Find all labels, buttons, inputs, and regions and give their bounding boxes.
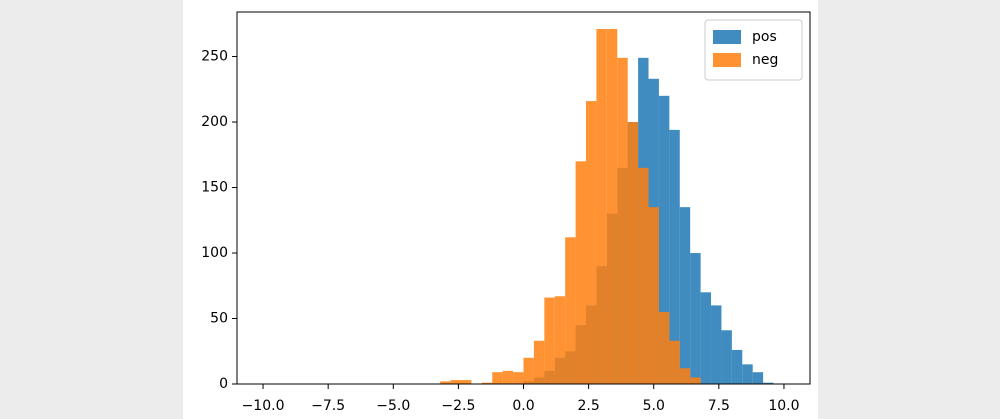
histogram-bar xyxy=(763,382,774,384)
histogram-bar xyxy=(492,372,503,384)
histogram-bar xyxy=(679,368,691,384)
histogram-bar xyxy=(617,57,628,385)
x-tick-label: 5.0 xyxy=(643,398,665,414)
axes-frame xyxy=(236,11,811,385)
histogram-bar xyxy=(658,95,670,384)
histogram-bar xyxy=(648,207,659,384)
histogram-bar xyxy=(544,297,555,384)
histogram-bar xyxy=(690,377,701,384)
histogram-bar xyxy=(533,340,545,384)
histogram-bar xyxy=(596,29,607,385)
y-tick-label: 50 xyxy=(210,311,228,327)
histogram-bar xyxy=(627,122,639,384)
histogram-bar xyxy=(669,340,680,384)
histogram-bar xyxy=(742,364,753,384)
histogram-bar xyxy=(721,330,732,384)
y-tick-label: 0 xyxy=(219,376,228,392)
legend-label: pos xyxy=(752,29,777,45)
histogram-bar xyxy=(523,357,534,384)
histogram-bar xyxy=(700,292,712,384)
x-tick-label: −2.5 xyxy=(441,398,475,414)
legend-swatch xyxy=(713,30,741,44)
histogram-bar xyxy=(669,129,680,384)
x-tick-label: 7.5 xyxy=(708,398,730,414)
histogram-bar xyxy=(565,237,576,384)
x-tick-label: −10.0 xyxy=(242,398,285,414)
histogram-bar xyxy=(679,207,691,384)
y-tick-label: 150 xyxy=(201,180,228,196)
histogram-bar xyxy=(586,101,597,384)
histogram-bar xyxy=(711,305,722,384)
y-tick-label: 200 xyxy=(201,114,228,130)
histogram-bar xyxy=(502,370,514,384)
y-tick-label: 250 xyxy=(201,49,228,65)
histogram-bar xyxy=(638,167,649,384)
x-tick-label: −7.5 xyxy=(311,398,345,414)
x-tick-label: 10.0 xyxy=(768,398,799,414)
legend-swatch xyxy=(713,53,741,67)
x-tick-label: 2.5 xyxy=(577,398,599,414)
histogram-bar xyxy=(440,381,451,384)
histogram-bar xyxy=(575,161,587,384)
histogram-bar xyxy=(513,372,524,384)
histogram-bar xyxy=(690,253,701,384)
y-tick-label: 100 xyxy=(201,245,228,261)
histogram-bar xyxy=(606,29,618,385)
histogram-bar xyxy=(460,380,472,384)
histogram-bar xyxy=(481,382,493,384)
histogram-bar xyxy=(450,380,461,384)
histogram-bar xyxy=(554,296,566,384)
histogram-bar xyxy=(752,372,764,384)
legend-label: neg xyxy=(752,52,778,68)
histogram-bar xyxy=(658,311,670,384)
histogram-bar xyxy=(731,349,743,384)
x-tick-label: −5.0 xyxy=(376,398,410,414)
x-tick-label: 0.0 xyxy=(512,398,534,414)
